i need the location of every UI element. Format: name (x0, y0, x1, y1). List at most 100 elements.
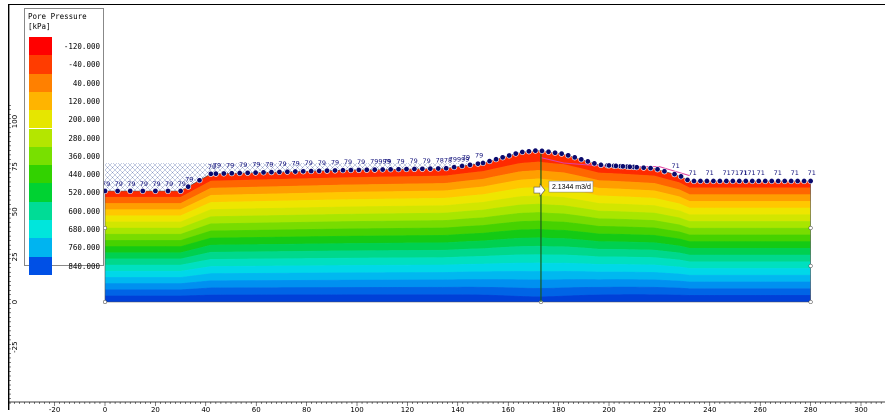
node-label: 71 (791, 169, 799, 177)
boundary-node (268, 169, 275, 176)
node-label: 71 (740, 169, 748, 177)
boundary-node (474, 160, 481, 167)
node-label: 79 (185, 176, 193, 184)
boundary-node (716, 178, 723, 185)
flux-section[interactable]: 2.1344 m3/d (533, 150, 594, 302)
x-tick-label: 280 (804, 406, 817, 414)
contour-band (105, 294, 811, 302)
boundary-node (591, 160, 598, 167)
boundary-node (742, 178, 749, 185)
legend-value: 680.000 (68, 225, 100, 234)
boundary-node (139, 187, 146, 194)
boundary-node (584, 158, 591, 165)
legend-value: 600.000 (68, 206, 100, 216)
boundary-node (486, 158, 493, 165)
legend-swatch (29, 201, 52, 220)
boundary-node (316, 167, 323, 174)
boundary-node (236, 170, 243, 177)
y-tick-label: 50 (11, 207, 19, 216)
node-label: 71 (672, 162, 680, 170)
x-tick-label: 220 (653, 406, 666, 414)
boundary-node (532, 147, 539, 154)
node-label: 79 (462, 154, 470, 162)
boundary-node (479, 160, 486, 167)
x-tick-label: 20 (151, 406, 160, 414)
boundary-node (196, 177, 203, 184)
legend-swatch (29, 128, 52, 147)
boundary-node (723, 178, 730, 185)
boundary-node (578, 156, 585, 163)
boundary-node (355, 166, 362, 173)
node-label: 79 (152, 180, 160, 188)
boundary-node (152, 187, 159, 194)
boundary-node (794, 178, 801, 185)
legend-swatch (29, 165, 52, 184)
node-label: 79 (208, 163, 216, 171)
boundary-node (703, 178, 710, 185)
geometry-vertex (808, 299, 813, 305)
boundary-node (276, 168, 283, 175)
x-tick-label: 300 (854, 406, 867, 414)
boundary-node (228, 170, 235, 177)
legend-swatch (29, 55, 52, 74)
node-label: 79 (115, 180, 123, 188)
flux-arrow-icon (533, 183, 546, 197)
boundary-node (493, 156, 500, 163)
boundary-node (677, 173, 684, 180)
boundary-node (379, 166, 386, 173)
boundary-node (212, 170, 219, 177)
boundary-node (633, 164, 640, 171)
x-tick-label: 160 (502, 406, 515, 414)
node-label: 71 (689, 169, 697, 177)
boundary-node (427, 165, 434, 172)
y-tick-label: -25 (11, 341, 19, 352)
hatch-region (105, 163, 483, 191)
boundary-node (332, 167, 339, 174)
boundary-node (626, 163, 633, 170)
node-label: 79 (278, 160, 286, 168)
legend-value: 440.000 (68, 170, 100, 180)
boundary-node (165, 187, 172, 194)
boundary-node (252, 169, 259, 176)
boundary-node (525, 148, 532, 155)
boundary-node (565, 152, 572, 159)
boundary-node (185, 183, 192, 190)
boundary-node (788, 178, 795, 185)
x-tick-label: 60 (252, 406, 261, 414)
boundary-node (690, 178, 697, 185)
node-label: 79999 (370, 158, 391, 166)
boundary-node (506, 152, 513, 159)
boundary-node (654, 166, 661, 173)
node-label: 71 (774, 169, 782, 177)
x-tick-label: 260 (754, 406, 767, 414)
boundary-node (499, 154, 506, 161)
node-label: 79 (165, 180, 173, 188)
boundary-node (775, 178, 782, 185)
boundary-node (300, 168, 307, 175)
legend-swatch (29, 238, 52, 257)
boundary-node (749, 178, 756, 185)
flux-label-box (548, 180, 594, 193)
legend-value: 840.000 (68, 261, 100, 271)
boundary-node (519, 149, 526, 156)
node-label: 79 (213, 162, 221, 170)
legend-title-line2: [kPa] (28, 22, 51, 31)
x-tick-label: 120 (401, 406, 414, 414)
boundary-node (640, 164, 647, 171)
boundary-node (558, 150, 565, 157)
node-label: 79 (305, 159, 313, 167)
boundary-node (419, 165, 426, 172)
node-label: 71 (706, 169, 714, 177)
y-tick-label: 0 (11, 300, 19, 304)
boundary-node (729, 178, 736, 185)
legend-value: 520.000 (68, 188, 100, 198)
boundary-node (114, 187, 121, 194)
legend-swatch (29, 91, 52, 111)
geometry-vertex (808, 225, 813, 231)
frame-border-top (8, 4, 885, 5)
boundary-node (467, 161, 474, 168)
x-tick-label: 40 (201, 406, 210, 414)
node-label: 79999 (449, 155, 470, 163)
